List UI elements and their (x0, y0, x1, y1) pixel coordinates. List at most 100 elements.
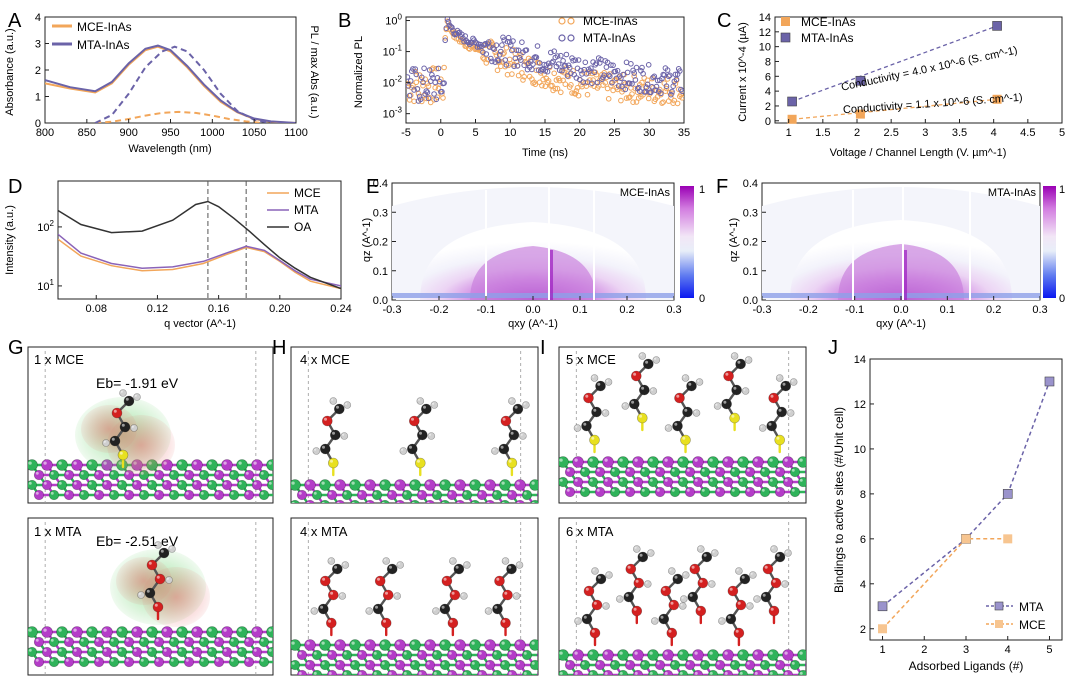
chart-b-point-mta (421, 65, 427, 72)
chart-b-point-mta (406, 74, 411, 80)
chart-b-point-mce (510, 46, 516, 53)
chart-c-point (855, 75, 866, 86)
chart-b-point-mta (631, 70, 638, 76)
chart-j-line-mce (881, 538, 1008, 630)
chart-c-xtick: 3.5 (952, 127, 967, 139)
chart-b-point-mta (519, 39, 525, 46)
structure-panel-1 (27, 517, 274, 676)
chart-b-point-mta (545, 60, 552, 67)
chart-b-point-mta (632, 77, 639, 83)
chart-b-point-mce (556, 77, 563, 84)
chart-c-ytick: 14 (759, 12, 771, 24)
chart-d-ylabel: Intensity (a.u.) (4, 205, 16, 275)
chart-b-point-mta (672, 71, 679, 78)
chart-b-point-mce (520, 77, 526, 83)
chart-b-point-mta (413, 71, 420, 78)
chart-b-point-mta (555, 61, 562, 67)
panel-letters: A B C D E F G H I J (8, 10, 838, 359)
chart-b-point-mta (548, 49, 554, 56)
chart-b-point-mta (556, 67, 563, 73)
chart-f-xtick: -0.1 (845, 304, 864, 316)
chart-b-point-mta (593, 60, 600, 67)
chart-b-point-mce (605, 96, 612, 102)
chart-f-colorbar-min: 0 (1059, 293, 1065, 305)
chart-b-point-mta (513, 47, 520, 54)
chart-j-point-mta (1002, 489, 1013, 499)
chart-b-point-mce (521, 74, 528, 80)
chart-b-point-mta (439, 88, 445, 95)
chart-b-point-mta (588, 65, 594, 71)
chart-d-series-mta (58, 233, 341, 287)
chart-b: -5 0 5 10 15 20 25 30 35 100 10-1 10-2 10-3 Time (ns… (353, 13, 690, 159)
structure-panel-3 (290, 517, 539, 676)
chart-b-point-mta (531, 54, 538, 61)
chart-b-point-mta (610, 62, 616, 69)
chart-a-legend: MCE-InAs MTA-InAs (52, 20, 132, 52)
chart-b-point-mce (498, 63, 504, 70)
chart-c-legend: MCE-InAs MTA-InAs (780, 15, 856, 45)
structure-panel-0 (27, 346, 274, 504)
chart-d-xtick: 0.08 (86, 303, 107, 315)
chart-b-point-mta (583, 71, 590, 77)
chart-a-legend-mta: MTA-InAs (77, 38, 129, 52)
chart-a-xtick: 800 (36, 127, 54, 139)
chart-j-ytick: 8 (860, 489, 866, 501)
chart-b-point-mta (554, 53, 561, 59)
chart-j-legend-mta: MTA (1019, 600, 1043, 614)
chart-b-point-mta (564, 73, 571, 79)
chart-b-point-mce (618, 97, 624, 104)
chart-d-series-mce (58, 238, 341, 290)
structure-panel-5 (558, 517, 807, 676)
chart-b-point-mta (679, 88, 684, 94)
chart-b-point-mta (572, 57, 579, 64)
chart-b-point-mce (440, 95, 446, 101)
chart-b-point-mta (630, 67, 636, 74)
chart-b-point-mta (544, 68, 551, 75)
chart-b-point-mta (668, 91, 674, 98)
chart-a-series-1 (45, 44, 296, 123)
chart-b-point-mta (424, 89, 431, 96)
chart-b-point-mce (645, 95, 652, 102)
chart-b-point-mta (514, 63, 521, 69)
chart-b-point-mta (568, 70, 574, 77)
chart-c-annotation-mce: Conductivity = 1.1 x 10^-6 (S. cm^-1) (843, 92, 1023, 117)
chart-b-point-mta (665, 73, 672, 80)
chart-b-point-mta (523, 47, 530, 53)
chart-b-point-mta (503, 62, 510, 68)
chart-b-point-mce (625, 95, 632, 101)
chart-d-xtick: 0.12 (147, 303, 168, 315)
chart-b-point-mce (509, 71, 515, 77)
chart-b-point-mce (494, 67, 501, 74)
chart-f-xtick: 0.0 (893, 304, 908, 316)
chart-c-legend-mce: MCE-InAs (801, 15, 856, 29)
chart-b-point-mta (604, 59, 611, 66)
chart-j-point-mce (1003, 534, 1013, 544)
chart-c: 1 1.5 2 2.5 3 3.5 4 4.5 5 0 2 4 6 8 10 12 14 Voltage / C… (737, 12, 1065, 159)
chart-e-colorbar-min: 0 (699, 293, 705, 305)
chart-b-point-mta (496, 52, 503, 58)
chart-b-xtick: -5 (401, 127, 411, 139)
chart-b-ytick: 10-2 (383, 75, 403, 90)
chart-b-point-mta (591, 69, 598, 75)
chart-b-point-mta (652, 87, 659, 93)
chart-b-point-mta (515, 47, 522, 54)
chart-b-point-mta (594, 79, 601, 86)
chart-c-xtick: 1.5 (815, 127, 830, 139)
chart-b-point-mta (563, 51, 570, 58)
panel-letter-g: G (8, 337, 24, 359)
chart-b-point-mce (674, 100, 681, 107)
chart-b-point-mce (554, 85, 561, 92)
chart-b-point-mta (414, 86, 421, 92)
chart-f-label: MTA-InAs (988, 187, 1037, 199)
chart-d-legend-mce: MCE (294, 186, 321, 200)
chart-j-ytick: 10 (854, 444, 866, 456)
chart-b-point-mta (432, 79, 439, 86)
chart-b-xtick: 10 (504, 127, 516, 139)
chart-b-point-mce (630, 99, 636, 105)
chart-b-point-mta (622, 86, 629, 93)
chart-d-xtick: 0.24 (330, 303, 351, 315)
chart-b-point-mce (607, 71, 613, 77)
chart-b-point-mta (486, 44, 493, 50)
chart-b-ytick: 10-3 (383, 106, 403, 121)
